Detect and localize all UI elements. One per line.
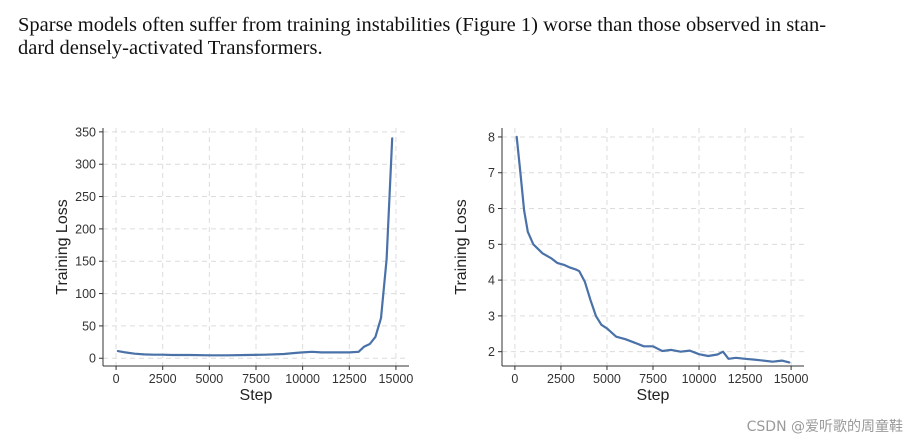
x-tick-label: 2500: [547, 372, 575, 386]
y-tick-label: 200: [75, 222, 96, 236]
x-tick-label: 7500: [639, 372, 667, 386]
x-tick-label: 5000: [593, 372, 621, 386]
x-tick-label: 15000: [774, 372, 809, 386]
y-tick-label: 350: [75, 125, 96, 139]
x-axis-label: Step: [240, 387, 273, 404]
y-axis-label: Training Loss: [54, 199, 71, 294]
training-loss-series-line: [515, 135, 791, 364]
paragraph-line-1: Sparse models often suffer from training…: [18, 14, 827, 36]
x-axis-label: Step: [637, 387, 670, 404]
x-tick-label: 0: [113, 372, 120, 386]
x-tick-label: 10000: [285, 372, 320, 386]
y-tick-label: 300: [75, 158, 96, 172]
training-loss-chart-unstable: 0 50 100 150 200 250 300 350 0 2500 5000 7500 10000 1…: [54, 125, 414, 404]
y-tick-label: 150: [75, 255, 96, 269]
x-tick-label: 12500: [728, 372, 763, 386]
y-tick-label: 3: [488, 309, 495, 323]
y-axis-label: Training Loss: [453, 199, 470, 294]
paragraph-line-2: dard densely-activated Transformers.: [18, 37, 323, 59]
body-paragraph: Sparse models often suffer from training…: [18, 14, 898, 60]
y-tick-label: 0: [89, 352, 96, 366]
y-tick-label: 6: [488, 202, 495, 216]
y-tick-label: 250: [75, 190, 96, 204]
training-loss-series-line: [116, 137, 394, 357]
x-tick-label: 10000: [682, 372, 717, 386]
y-tick-label: 4: [488, 274, 495, 288]
y-tick-label: 50: [82, 319, 96, 333]
y-tick-label: 8: [488, 130, 495, 144]
y-tick-label: 100: [75, 287, 96, 301]
x-tick-label: 0: [511, 372, 518, 386]
x-tick-label: 5000: [195, 372, 223, 386]
y-tick-label: 2: [488, 345, 495, 359]
training-loss-chart-stable: 2 3 4 5 6 7 8 0 2500 5000 7500 10000 12500 15000 Step T…: [453, 128, 809, 404]
x-tick-label: 2500: [149, 372, 177, 386]
y-tick-label: 7: [488, 166, 495, 180]
watermark: CSDN @爱听歌的周童鞋: [746, 419, 903, 435]
x-tick-label: 12500: [332, 372, 367, 386]
y-tick-label: 5: [488, 238, 495, 252]
x-tick-label: 15000: [379, 372, 414, 386]
x-tick-label: 7500: [242, 372, 270, 386]
